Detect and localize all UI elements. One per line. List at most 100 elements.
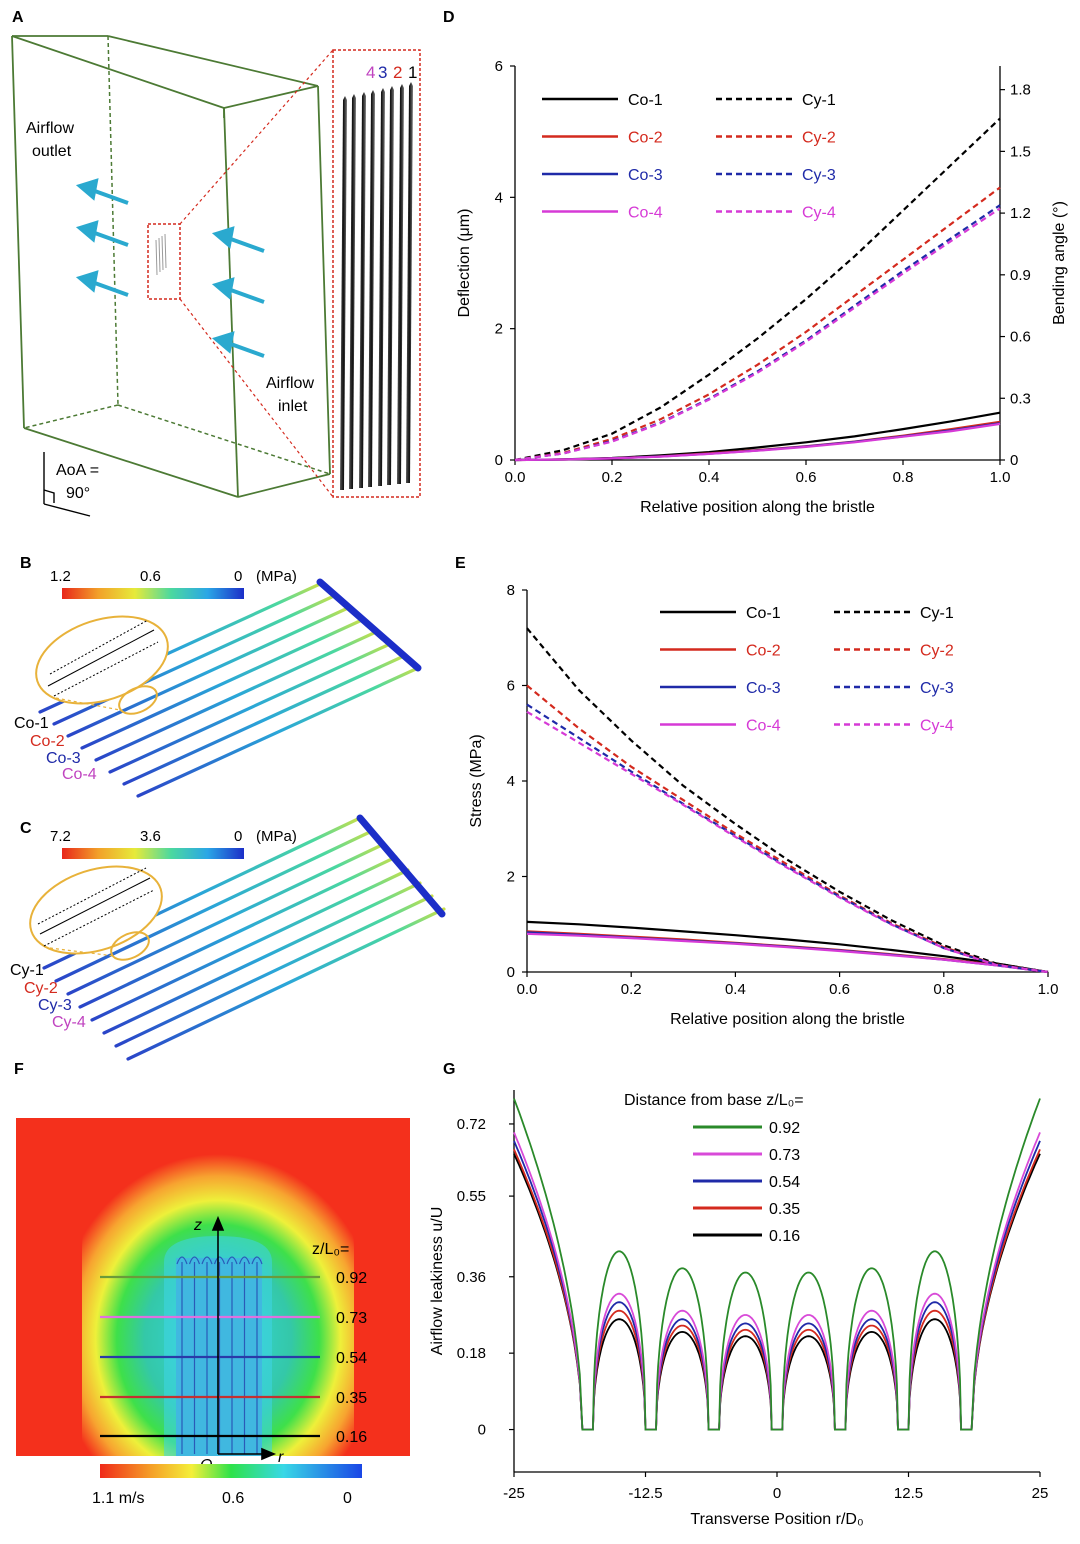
legend-label-cy-2: Cy-2 <box>802 130 836 147</box>
panel-c-cbar-unit: (MPa) <box>256 828 297 845</box>
panel-b-label-co3: Co-3 <box>46 750 81 767</box>
series-line-co-1 <box>526 920 1049 974</box>
bristle-6 <box>102 881 422 1035</box>
x-tick-label: 12.5 <box>894 1485 923 1502</box>
panel-c-base-holder <box>356 814 446 918</box>
panel-c-label-cy3: Cy-3 <box>38 997 72 1014</box>
panel-b-cbar-tick-max: 1.2 <box>50 568 71 585</box>
panel-f-cbar-tick-mid: 0.6 <box>222 1490 244 1507</box>
panel-c-label-cy2: Cy-2 <box>24 980 58 997</box>
panel-b-zoom-lines <box>47 619 159 697</box>
panel-f-axes <box>211 1215 277 1461</box>
series-line-cy-2 <box>526 684 1049 974</box>
x-tick-label: 0.6 <box>829 981 850 998</box>
y-tick-label: 4 <box>507 773 515 790</box>
panel-f-axis-r: r <box>278 1449 284 1466</box>
bristle-zoom-box <box>332 49 421 498</box>
x-tick-label: 1.0 <box>1038 981 1059 998</box>
x-tick-label: 0.6 <box>796 469 817 486</box>
outlet-arrow-2 <box>75 220 129 247</box>
panel-f-cbar-tick-min: 0 <box>343 1490 352 1507</box>
y-tick-label: 0 <box>495 452 503 469</box>
panel-f-zl-lines <box>100 1275 320 1438</box>
y-tick-label: 0 <box>507 964 515 981</box>
bristle-7 <box>114 894 434 1048</box>
legend-label-co-3: Co-3 <box>746 680 781 697</box>
bristle-5 <box>90 868 410 1022</box>
panel-b-focus-link <box>55 697 121 711</box>
inlet-arrow-2 <box>211 277 265 304</box>
y-axis-label: Airflow leakiness u/U <box>429 1207 446 1356</box>
panel-f-line-values: 0.92 0.73 0.54 0.35 0.16 <box>336 1270 367 1446</box>
airflow-inlet-label-2: inlet <box>278 398 308 415</box>
y2-tick-label: 0.6 <box>1010 329 1031 346</box>
panel-b-label-co1: Co-1 <box>14 715 49 732</box>
bristle-4 <box>78 855 398 1009</box>
zl-value-0.35: 0.35 <box>336 1390 367 1407</box>
y-tick-label: 0.72 <box>457 1116 486 1133</box>
outlet-arrow-3 <box>75 270 129 297</box>
bristle-number-2: 2 <box>393 63 402 82</box>
panel-label-g: G <box>443 1061 455 1078</box>
bristle-7 <box>122 654 406 786</box>
airflow-outlet-label: Airflow <box>26 120 74 137</box>
panel-b-cbar-tick-min: 0 <box>234 568 242 585</box>
series-line-cy-1 <box>514 117 1001 462</box>
bristle-number-3: 3 <box>378 63 387 82</box>
aoa-value: 90° <box>66 485 90 502</box>
series-line-cy-1 <box>526 627 1049 974</box>
airflow-outlet-label-2: outlet <box>32 143 72 160</box>
y-tick-label: 2 <box>507 869 515 886</box>
legend-label-co-4: Co-4 <box>628 205 663 222</box>
panel-c-bristles <box>42 816 446 1061</box>
panel-c-cbar-tick-min: 0 <box>234 828 242 845</box>
panel-c-cbar-tick-max: 7.2 <box>50 828 71 845</box>
legend-label-cy-1: Cy-1 <box>920 605 954 622</box>
series-line-zl-0.16 <box>513 1153 1041 1431</box>
chart-e-stress: 0.0 0.2 0.4 0.6 0.8 1.0 0 2 4 6 8 Relative position… <box>468 582 1058 1028</box>
tunnel-box-hidden-edges <box>23 35 331 475</box>
x-tick-label: 0.4 <box>725 981 746 998</box>
chart-d-deflection: 0.0 0.2 0.4 0.6 0.8 1.0024600.30.60.91.21.51.… <box>456 58 1068 516</box>
x-tick-label: -25 <box>503 1485 525 1502</box>
series-line-zl-0.35 <box>513 1149 1041 1431</box>
panel-b-focus-ellipse <box>118 685 158 715</box>
series-line-co-4 <box>514 422 1001 462</box>
panel-label-b: B <box>20 555 32 572</box>
series-line-cy-2 <box>514 186 1001 462</box>
x-tick-label: 0.0 <box>517 981 538 998</box>
y2-tick-label: 0 <box>1010 452 1018 469</box>
y2-tick-label: 1.5 <box>1010 143 1031 160</box>
panel-b-stress-cone: 1.2 0.6 0 (MPa) Co-1 Co-2 Co-3 Co-4 <box>14 568 422 798</box>
y-tick-label: 8 <box>507 582 515 599</box>
panel-b-base-holder <box>316 578 422 672</box>
zl-value-0.54: 0.54 <box>336 1350 367 1367</box>
legend-label-co-4: Co-4 <box>746 718 781 735</box>
legend-label-cy-1: Cy-1 <box>802 92 836 109</box>
flow-bristle-tip-7 <box>251 1256 263 1265</box>
bristle-5 <box>94 630 378 762</box>
legend-title: Distance from base z/L₀= <box>624 1092 804 1109</box>
y-axis-label: Stress (MPa) <box>468 734 485 827</box>
tunnel-box-outline <box>11 35 331 498</box>
flow-bristle-tip-5 <box>226 1256 238 1265</box>
panel-f-velocity-field: z r O z/L₀= 0.920.730.540.350.16 1.1 m/s… <box>16 1118 410 1507</box>
y-tick-label: 6 <box>495 58 503 75</box>
airflow-inlet-label: Airflow <box>266 375 314 392</box>
panel-c-colorbar <box>62 848 244 859</box>
y2-tick-label: 1.8 <box>1010 82 1031 99</box>
inlet-arrow-3 <box>211 331 265 358</box>
series-line-co-4 <box>526 932 1049 974</box>
panel-c-cbar-tick-mid: 3.6 <box>140 828 161 845</box>
panel-c-label-cy1: Cy-1 <box>10 962 44 979</box>
bristle-4 <box>80 618 364 750</box>
legend-label-co-2: Co-2 <box>746 643 781 660</box>
panel-b-label-co4: Co-4 <box>62 766 97 783</box>
flow-bristle-tip-4 <box>213 1256 226 1265</box>
bristle-region-mini <box>155 233 167 276</box>
panel-f-colorbar <box>100 1464 362 1478</box>
series-line-zl-0.92 <box>513 1098 1041 1431</box>
legend-label-co-2: Co-2 <box>628 130 663 147</box>
x-tick-label: 25 <box>1032 1485 1049 1502</box>
zl-value-0.16: 0.16 <box>336 1429 367 1446</box>
